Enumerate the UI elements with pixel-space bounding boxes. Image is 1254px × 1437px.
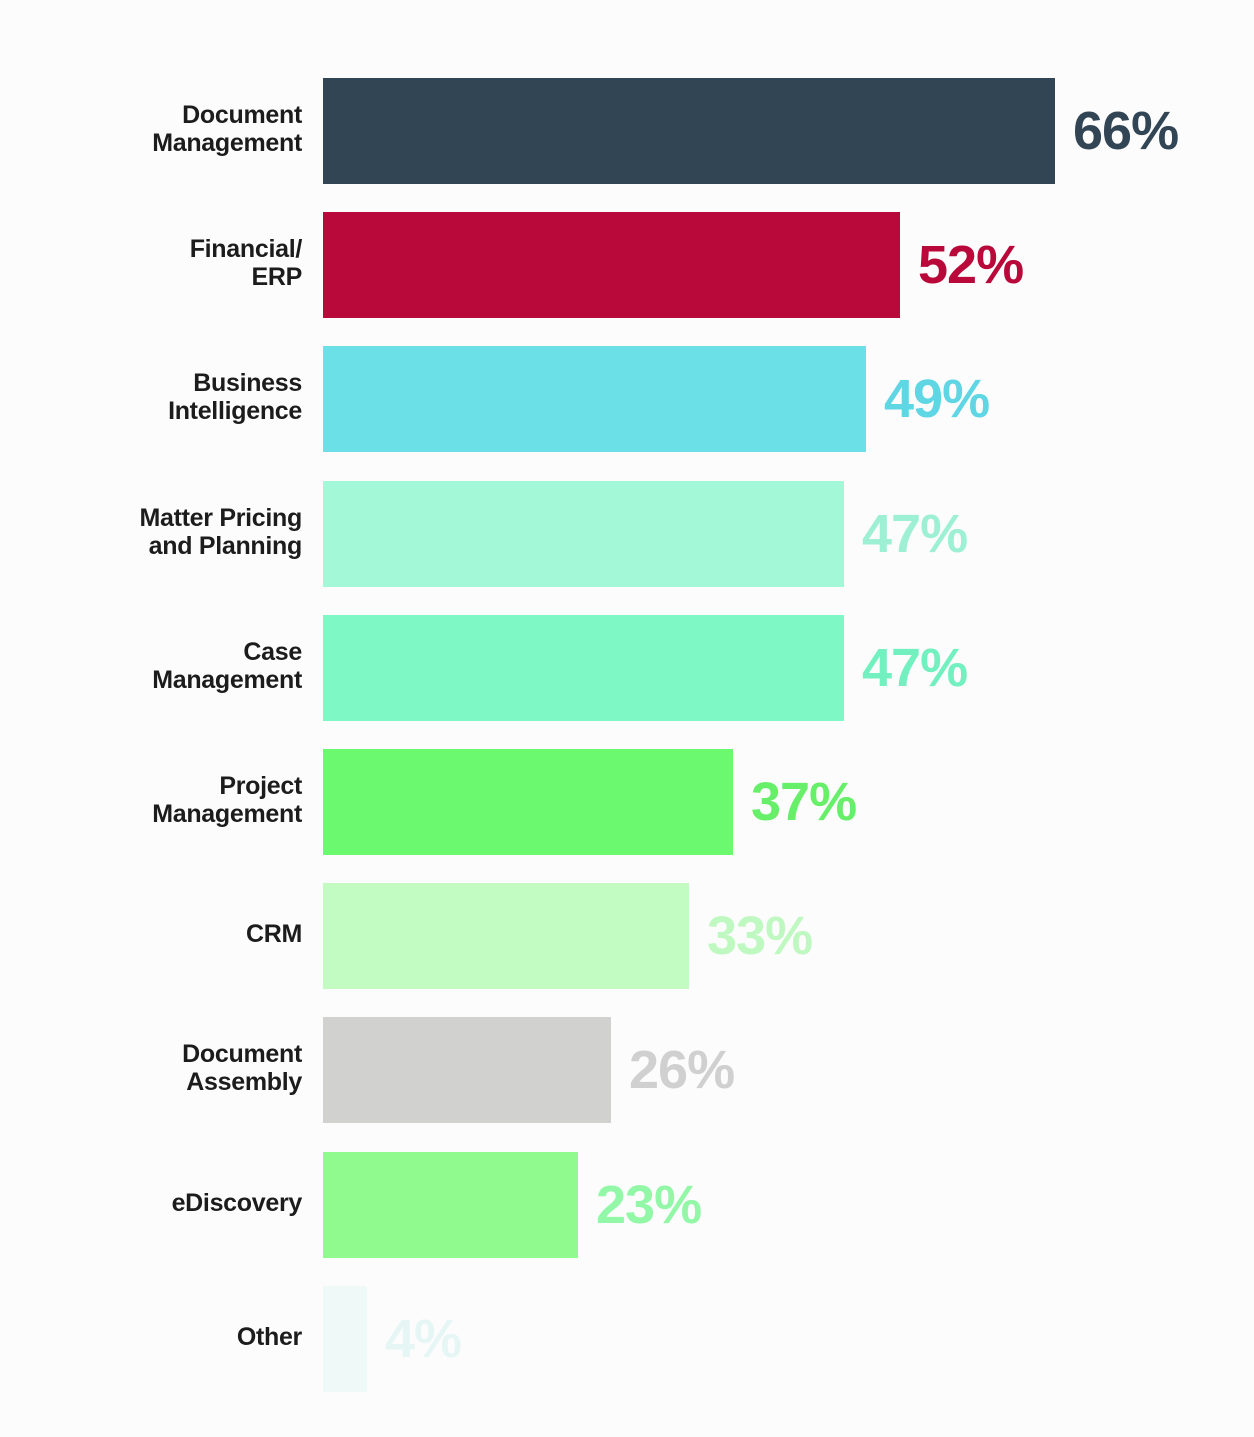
bar — [323, 1286, 367, 1392]
category-label-line: CRM — [245, 920, 302, 948]
category-label: Case Management — [42, 638, 302, 694]
value-label: 66% — [1073, 101, 1179, 161]
category-label: Project Management — [42, 772, 302, 828]
value-label: 23% — [596, 1175, 702, 1235]
category-label-line: Project — [219, 772, 302, 800]
category-label: Matter Pricing and Planning — [42, 504, 303, 560]
category-label: Document Assembly — [42, 1040, 302, 1096]
category-label: Other — [42, 1323, 302, 1351]
category-label-line: Intelligence — [168, 397, 302, 425]
category-label-line: Document — [182, 1040, 302, 1068]
value-label: 47% — [862, 638, 968, 698]
value-label: 4% — [385, 1309, 462, 1369]
category-label: eDiscovery — [42, 1189, 303, 1217]
bar — [323, 212, 900, 318]
category-label-line: Matter Pricing — [139, 504, 303, 532]
value-label: 26% — [629, 1040, 735, 1100]
category-label: Business Intelligence — [42, 369, 302, 425]
value-label: 37% — [751, 772, 857, 832]
category-label-line: Document — [182, 101, 302, 129]
category-label-line: Business — [193, 369, 302, 397]
bar — [323, 346, 866, 452]
category-label-line: Financial/ — [189, 235, 303, 263]
bar — [323, 1152, 578, 1258]
category-label: Financial/ERP — [42, 235, 303, 291]
bar — [323, 1017, 611, 1123]
bar — [323, 615, 844, 721]
value-label: 33% — [707, 906, 813, 966]
value-label: 47% — [862, 504, 968, 564]
category-label-line: Management — [152, 129, 302, 157]
bar — [323, 78, 1055, 184]
category-label-line: eDiscovery — [171, 1189, 303, 1217]
value-label: 52% — [918, 235, 1024, 295]
category-label-line: Other — [236, 1323, 302, 1351]
bar — [323, 883, 689, 989]
category-label: CRM — [42, 920, 302, 948]
category-label-line: Management — [152, 666, 302, 694]
category-label-line: Management — [152, 800, 302, 828]
category-label-line: Case — [243, 638, 302, 666]
category-label-line: ERP — [251, 263, 302, 291]
bar — [323, 481, 844, 587]
bar — [323, 749, 733, 855]
category-label-line: and Planning — [148, 532, 303, 560]
value-label: 49% — [884, 369, 990, 429]
category-label-line: Assembly — [186, 1068, 302, 1096]
category-label: Document Management — [42, 101, 302, 157]
